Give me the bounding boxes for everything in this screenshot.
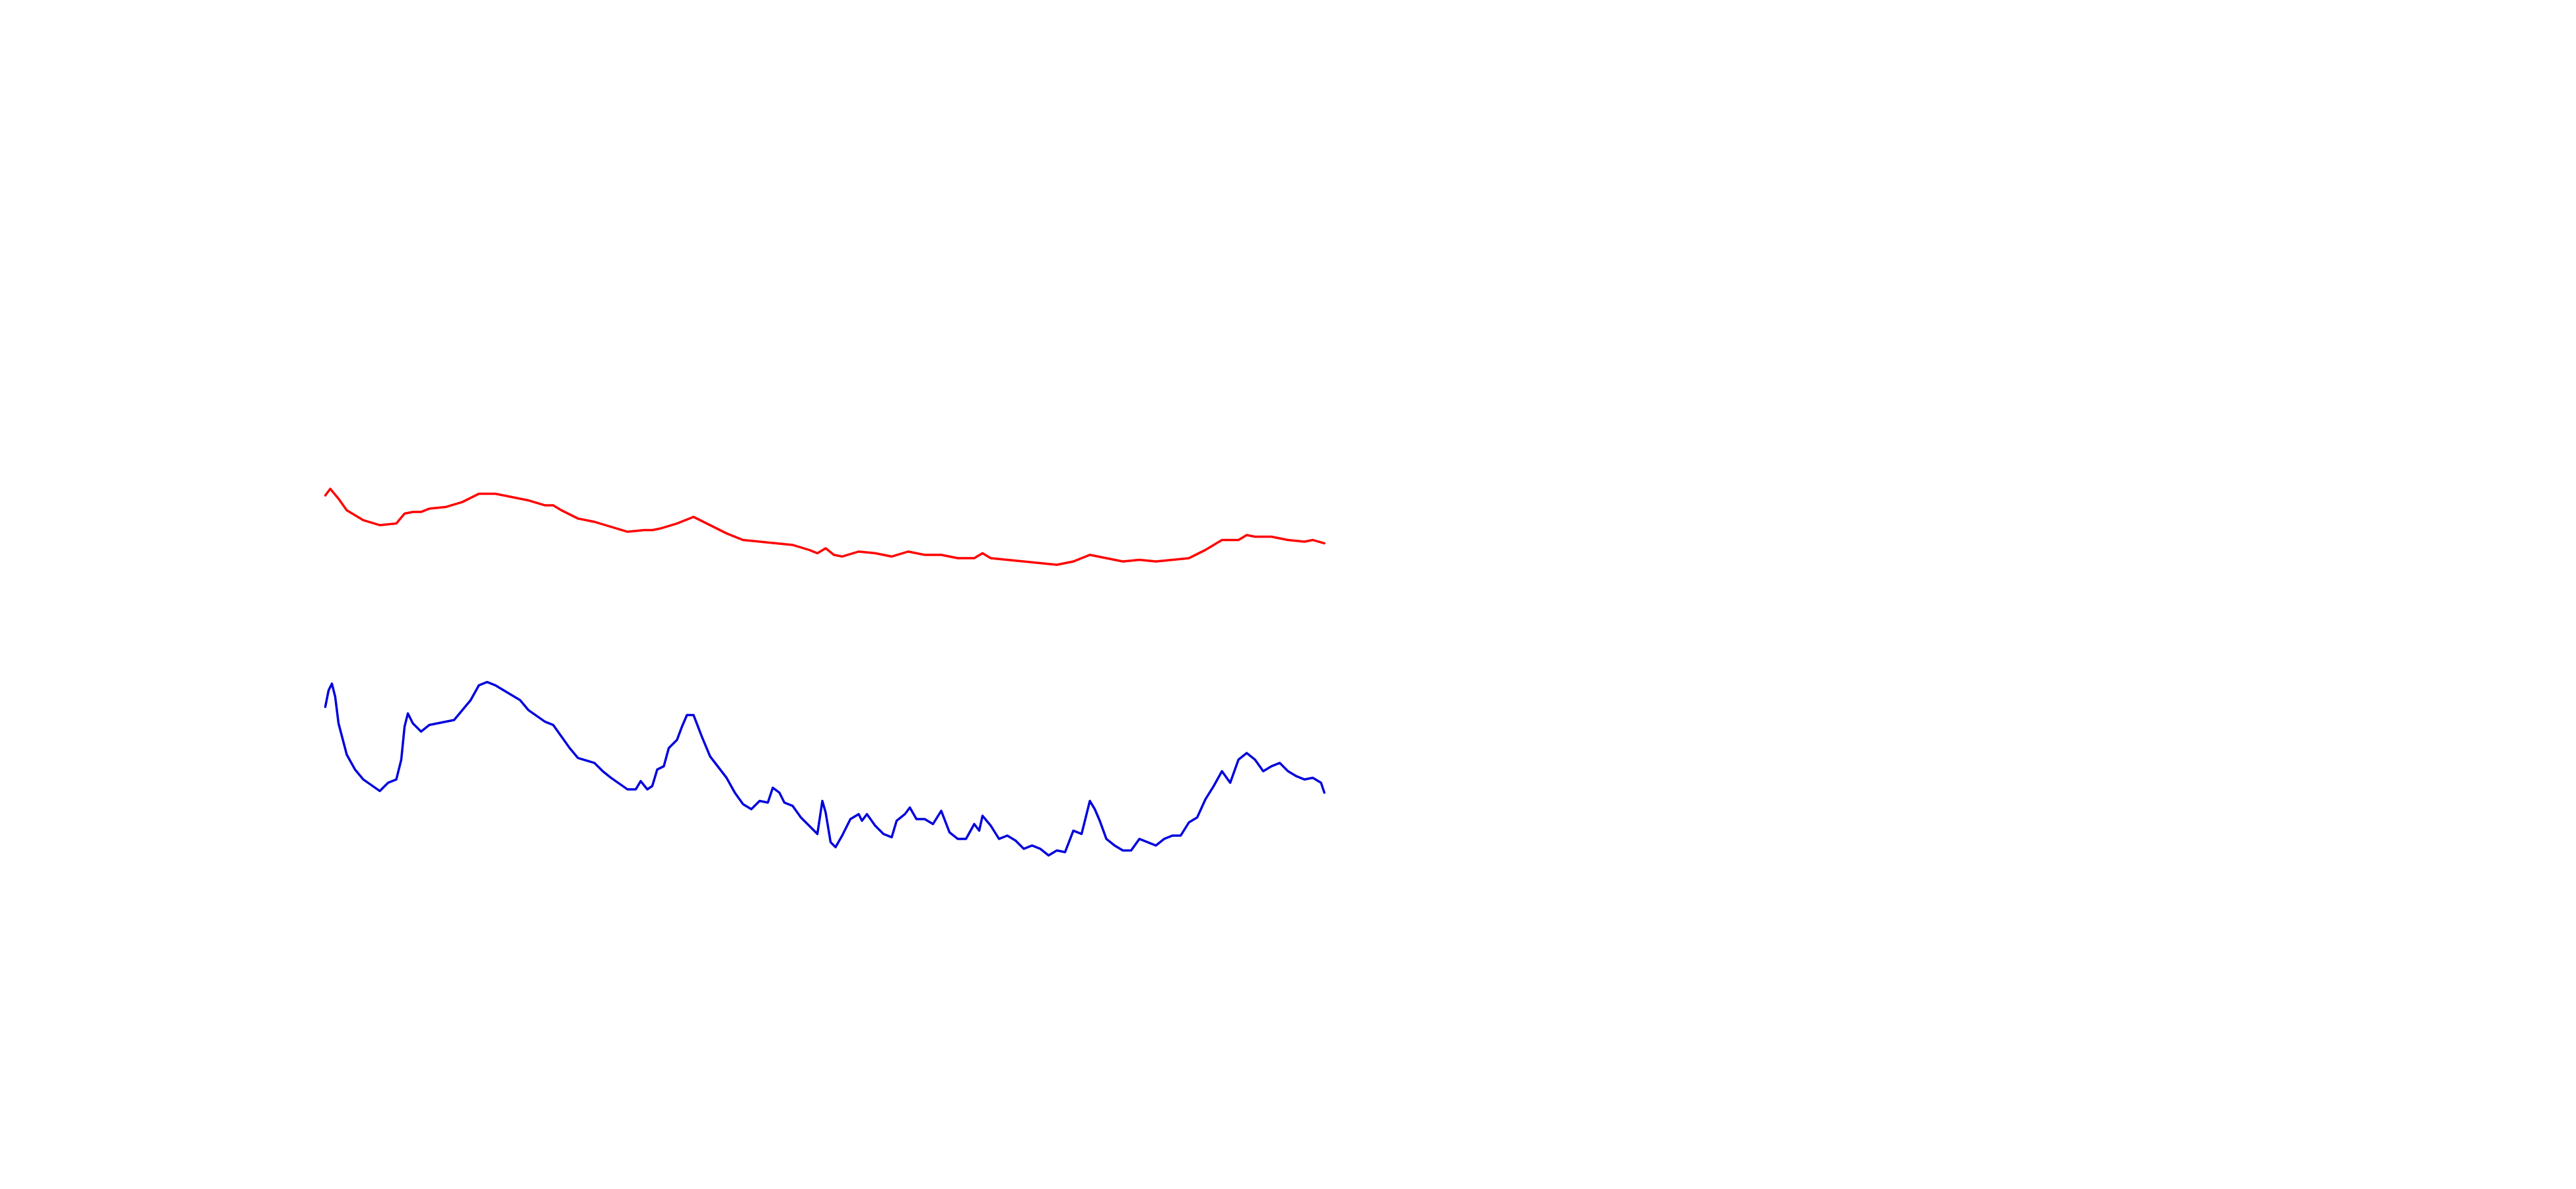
data-line (324, 487, 1326, 566)
data-line (324, 680, 1326, 857)
